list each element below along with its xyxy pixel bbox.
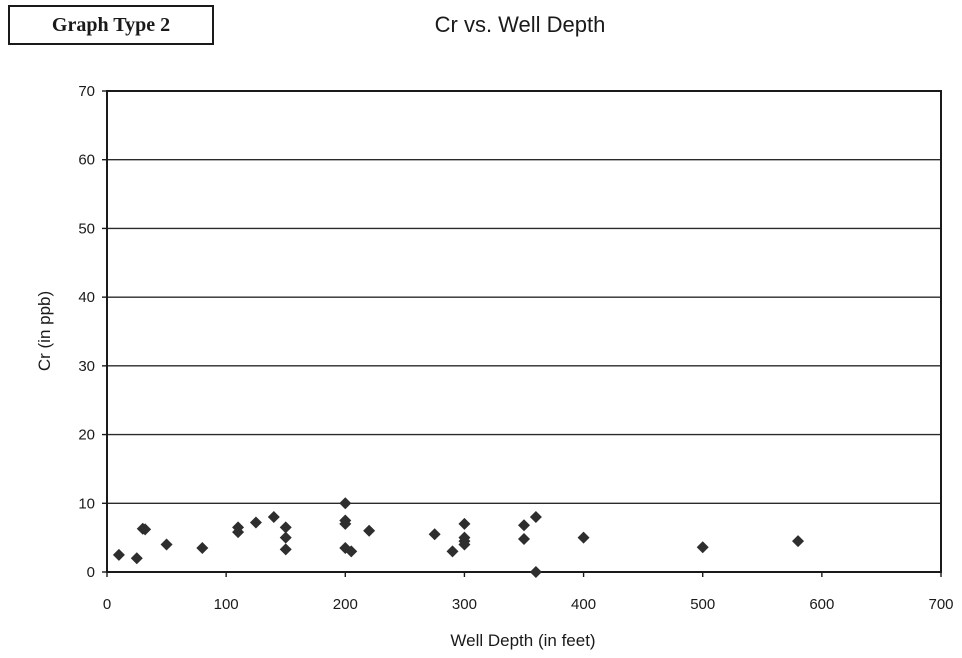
data-point bbox=[458, 538, 471, 551]
chart-title: Cr vs. Well Depth bbox=[434, 12, 606, 37]
y-tick-label: 30 bbox=[78, 358, 95, 375]
data-point bbox=[139, 523, 152, 536]
y-axis-ticks: 0 10 20 30 40 50 60 70 bbox=[78, 83, 107, 581]
data-point bbox=[232, 526, 245, 539]
y-tick-label: 50 bbox=[78, 220, 95, 237]
x-axis-ticks: 0 100 200 300 400 500 600 700 bbox=[103, 572, 954, 613]
y-tick-label: 70 bbox=[78, 83, 95, 100]
y-tick-label: 40 bbox=[78, 289, 95, 306]
x-tick-label: 100 bbox=[214, 596, 239, 613]
data-point bbox=[249, 516, 262, 529]
x-tick-label: 400 bbox=[571, 596, 596, 613]
data-point bbox=[577, 531, 590, 544]
plot-border bbox=[106, 90, 942, 573]
data-point bbox=[279, 543, 292, 556]
x-axis-label: Well Depth (in feet) bbox=[450, 631, 595, 650]
plot-area bbox=[106, 90, 942, 573]
data-point bbox=[529, 511, 542, 524]
x-tick-label: 200 bbox=[333, 596, 358, 613]
y-tick-label: 20 bbox=[78, 427, 95, 444]
data-point bbox=[518, 533, 530, 546]
data-point bbox=[279, 521, 292, 534]
data-point bbox=[458, 517, 471, 530]
data-point bbox=[267, 511, 280, 524]
data-point bbox=[363, 524, 376, 537]
y-tick-label: 10 bbox=[78, 495, 95, 512]
data-point bbox=[160, 538, 173, 551]
x-tick-label: 0 bbox=[103, 596, 111, 613]
data-point bbox=[279, 531, 292, 544]
y-tick-label: 0 bbox=[87, 564, 95, 581]
data-point bbox=[112, 548, 125, 561]
data-point bbox=[130, 552, 143, 565]
data-point bbox=[196, 541, 209, 554]
data-point bbox=[428, 528, 441, 541]
graph-type-badge: Graph Type 2 bbox=[8, 5, 214, 45]
data-point bbox=[339, 517, 352, 530]
data-points bbox=[112, 497, 805, 578]
gridlines bbox=[107, 90, 941, 504]
data-point bbox=[446, 545, 459, 558]
data-point bbox=[792, 535, 805, 548]
data-point bbox=[529, 566, 542, 578]
data-point bbox=[345, 545, 358, 558]
x-tick-label: 600 bbox=[809, 596, 834, 613]
data-point bbox=[696, 541, 709, 554]
y-axis-label: Cr (in ppb) bbox=[35, 291, 54, 371]
x-tick-label: 500 bbox=[690, 596, 715, 613]
x-tick-label: 700 bbox=[928, 596, 953, 613]
y-tick-label: 60 bbox=[78, 152, 95, 169]
data-point bbox=[339, 497, 352, 510]
data-point bbox=[518, 519, 530, 532]
x-tick-label: 300 bbox=[452, 596, 477, 613]
